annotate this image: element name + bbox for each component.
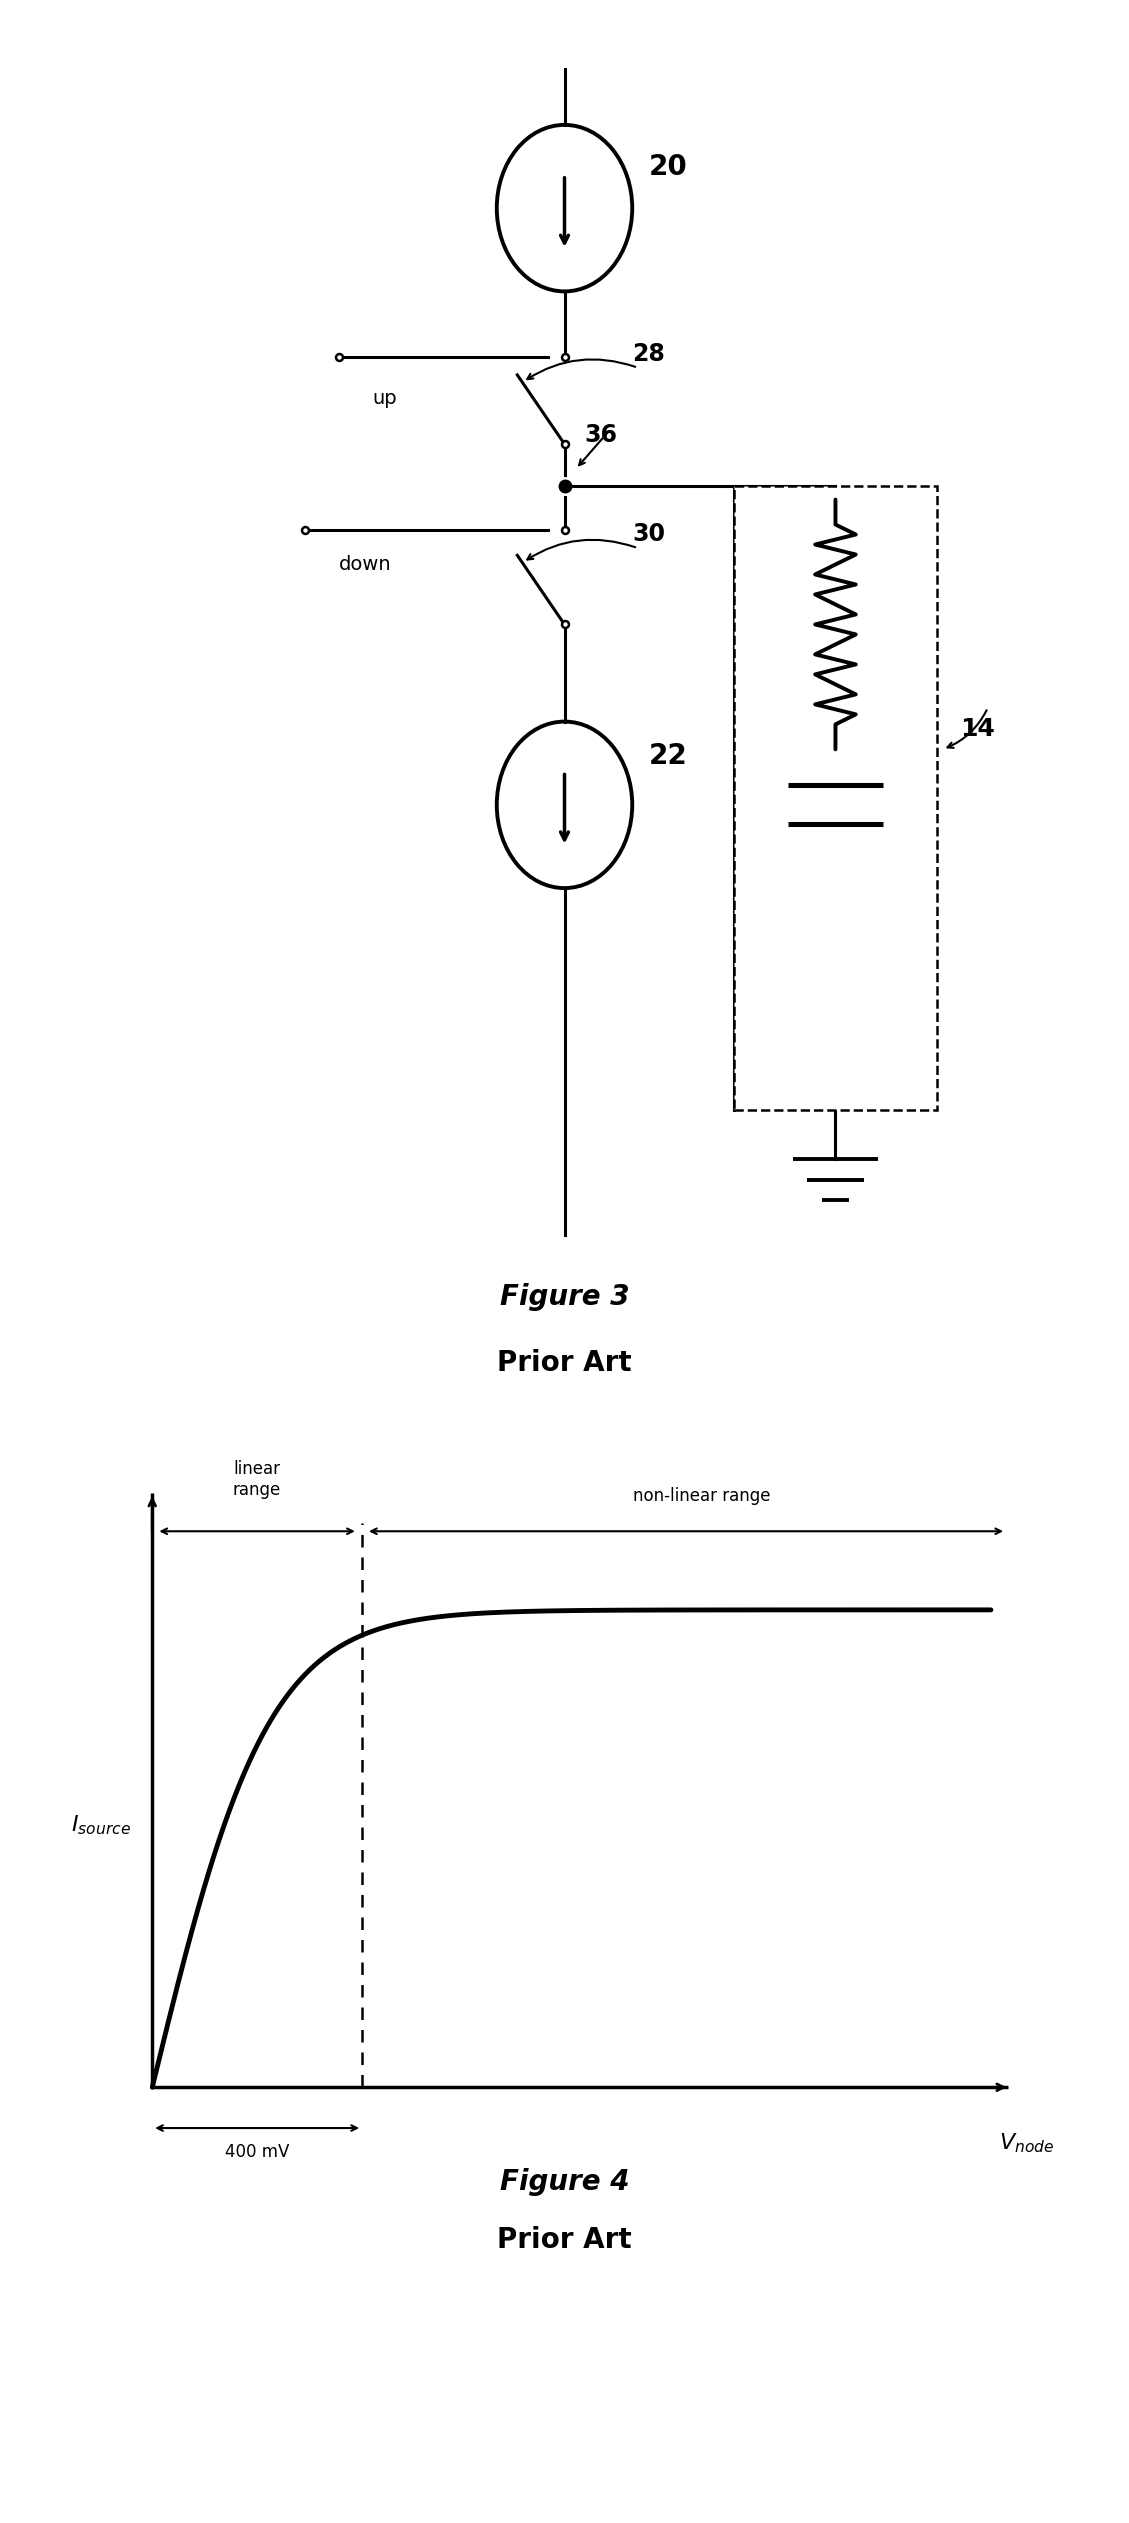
Text: Prior Art: Prior Art <box>497 2225 632 2256</box>
Text: 22: 22 <box>649 742 688 770</box>
Text: $I_{source}$: $I_{source}$ <box>71 1814 131 1837</box>
Text: Prior Art: Prior Art <box>497 1350 632 1378</box>
Text: 14: 14 <box>960 717 995 742</box>
Text: 400 mV: 400 mV <box>225 2142 289 2160</box>
Text: 28: 28 <box>632 341 665 366</box>
Text: non-linear range: non-linear range <box>633 1486 770 1506</box>
Text: up: up <box>373 389 397 409</box>
FancyBboxPatch shape <box>734 484 937 1110</box>
Text: $V_{node}$: $V_{node}$ <box>999 2132 1054 2155</box>
Text: Figure 3: Figure 3 <box>500 1284 629 1312</box>
Text: 20: 20 <box>649 151 688 182</box>
Text: 36: 36 <box>585 424 618 447</box>
Text: Figure 4: Figure 4 <box>500 2167 629 2198</box>
Text: 30: 30 <box>632 522 665 547</box>
Text: linear
range: linear range <box>233 1461 281 1499</box>
Text: down: down <box>339 555 392 575</box>
